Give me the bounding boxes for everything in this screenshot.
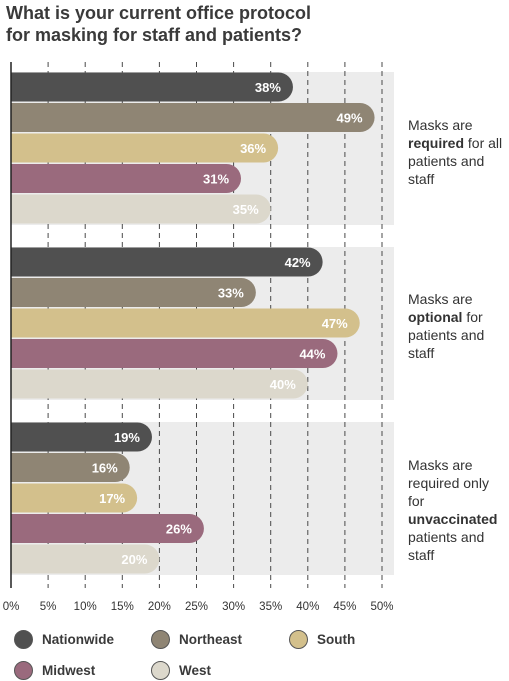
group-label-2: Masks are optional for patients and staf… (408, 290, 508, 362)
data-label-northeast-group-1: 49% (337, 111, 363, 126)
group-label-text: Masks are (408, 117, 473, 133)
bar-nationwide-group-1 (11, 72, 293, 102)
data-label-west-group-3: 20% (121, 552, 147, 567)
bar-nationwide-group-2 (11, 247, 323, 277)
x-tick-label-35: 35% (259, 601, 282, 613)
bar-northeast-group-2 (11, 278, 256, 307)
group-label-emphasis: unvaccinated (408, 511, 498, 527)
bar-west-group-2 (11, 369, 308, 399)
legend-item-west: West (151, 661, 211, 680)
x-tick-label-45: 45% (333, 601, 356, 613)
data-label-midwest-group-2: 44% (299, 347, 325, 362)
data-label-midwest-group-3: 26% (166, 522, 192, 537)
data-label-nationwide-group-2: 42% (285, 255, 311, 270)
x-tick-label-10: 10% (74, 601, 97, 613)
data-label-midwest-group-1: 31% (203, 172, 229, 187)
bar-midwest-group-1 (11, 164, 242, 193)
bar-south-group-3 (11, 483, 138, 513)
x-tick-label-15: 15% (111, 601, 134, 613)
bar-south-group-2 (11, 308, 360, 338)
group-label-3: Masks are required only for unvaccinated… (408, 456, 508, 564)
legend-item-nationwide: Nationwide (14, 630, 114, 649)
data-label-south-group-2: 47% (322, 316, 348, 331)
legend-swatch (14, 661, 33, 680)
legend-label: West (179, 663, 212, 678)
group-label-text: Masks are (408, 291, 473, 307)
group-label-text: Masks are required only for (408, 457, 489, 509)
chart-title-line-2: for masking for staff and patients? (6, 25, 303, 45)
x-tick-label-40: 40% (296, 601, 319, 613)
legend-item-midwest: Midwest (14, 661, 95, 680)
bar-west-group-3 (11, 544, 160, 574)
legend-label: Nationwide (42, 632, 115, 647)
x-tick-label-0: 0% (3, 601, 20, 613)
legend-item-south: South (289, 630, 355, 649)
x-tick-label-25: 25% (185, 601, 208, 613)
x-tick-label-50: 50% (370, 601, 393, 613)
x-tick-label-30: 30% (222, 601, 245, 613)
legend-label: Northeast (179, 632, 243, 647)
bar-south-group-1 (11, 133, 279, 163)
bar-midwest-group-3 (11, 514, 204, 543)
group-label-text: for all patients and staff (408, 135, 503, 187)
legend-label: Midwest (42, 663, 96, 678)
bar-northeast-group-1 (11, 103, 375, 132)
legend-swatch (151, 630, 170, 649)
data-label-west-group-2: 40% (270, 377, 296, 392)
group-label-text: patients and staff (408, 529, 485, 563)
legend-swatch (289, 630, 308, 649)
legend-swatch (14, 630, 33, 649)
legend: Nationwide Northeast South Midwest West (14, 628, 494, 680)
bar-midwest-group-2 (11, 339, 338, 368)
legend-item-northeast: Northeast (151, 630, 242, 649)
group-label-1: Masks are required for all patients and … (408, 116, 508, 188)
bar-northeast-group-3 (11, 453, 130, 482)
data-label-nationwide-group-3: 19% (114, 430, 140, 445)
legend-label: South (317, 632, 356, 647)
data-label-northeast-group-3: 16% (92, 461, 118, 476)
group-label-emphasis: required (408, 135, 465, 151)
x-tick-label-5: 5% (40, 601, 57, 613)
chart-title: What is your current office protocol for… (6, 2, 486, 46)
bar-nationwide-group-3 (11, 422, 152, 452)
data-label-nationwide-group-1: 38% (255, 80, 281, 95)
x-tick-label-20: 20% (148, 601, 171, 613)
data-label-south-group-3: 17% (99, 491, 125, 506)
chart-title-line-1: What is your current office protocol (6, 3, 312, 23)
legend-swatch (151, 661, 170, 680)
data-label-northeast-group-2: 33% (218, 286, 244, 301)
group-label-emphasis: optional (408, 309, 463, 325)
group-label-text: for patients and staff (408, 309, 485, 361)
bar-west-group-1 (11, 194, 271, 224)
data-label-west-group-1: 35% (233, 202, 259, 217)
data-label-south-group-1: 36% (240, 141, 266, 156)
